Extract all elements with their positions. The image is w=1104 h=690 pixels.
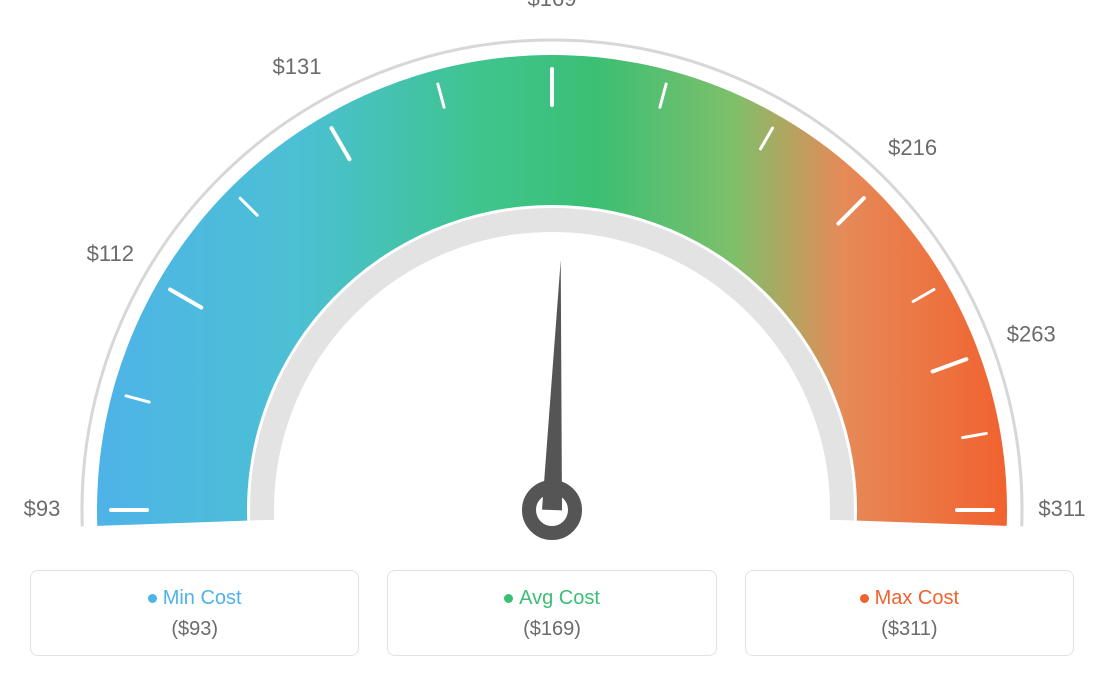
gauge-tick-label: $93 [24, 496, 61, 521]
legend-label-min: Min Cost [163, 587, 242, 609]
legend-label-max: Max Cost [875, 587, 959, 609]
gauge-tick-label: $131 [273, 54, 322, 79]
legend-label-avg: Avg Cost [519, 587, 600, 609]
legend-title-avg: Avg Cost [400, 587, 703, 610]
gauge-svg: $93 $112 $131 $169 $216 $263 $311 [0, 0, 1104, 560]
legend-title-max: Max Cost [758, 587, 1061, 610]
legend-dot-min [148, 594, 157, 603]
legend-row: Min Cost ($93) Avg Cost ($169) Max Cost … [0, 570, 1104, 656]
gauge-tick-label: $311 [1038, 496, 1085, 521]
gauge-tick-label: $169 [528, 0, 577, 11]
legend-value-min: ($93) [43, 618, 346, 641]
gauge-chart: $93 $112 $131 $169 $216 $263 $311 [0, 0, 1104, 560]
legend-value-max: ($311) [758, 618, 1061, 641]
gauge-tick-label: $263 [1007, 321, 1056, 346]
gauge-needle [542, 260, 562, 510]
legend-card-min: Min Cost ($93) [30, 570, 359, 656]
legend-card-avg: Avg Cost ($169) [387, 570, 716, 656]
legend-title-min: Min Cost [43, 587, 346, 610]
legend-card-max: Max Cost ($311) [745, 570, 1074, 656]
legend-dot-max [860, 594, 869, 603]
gauge-tick-label: $112 [87, 241, 134, 266]
gauge-tick-label: $216 [888, 135, 937, 160]
legend-value-avg: ($169) [400, 618, 703, 641]
legend-dot-avg [504, 594, 513, 603]
